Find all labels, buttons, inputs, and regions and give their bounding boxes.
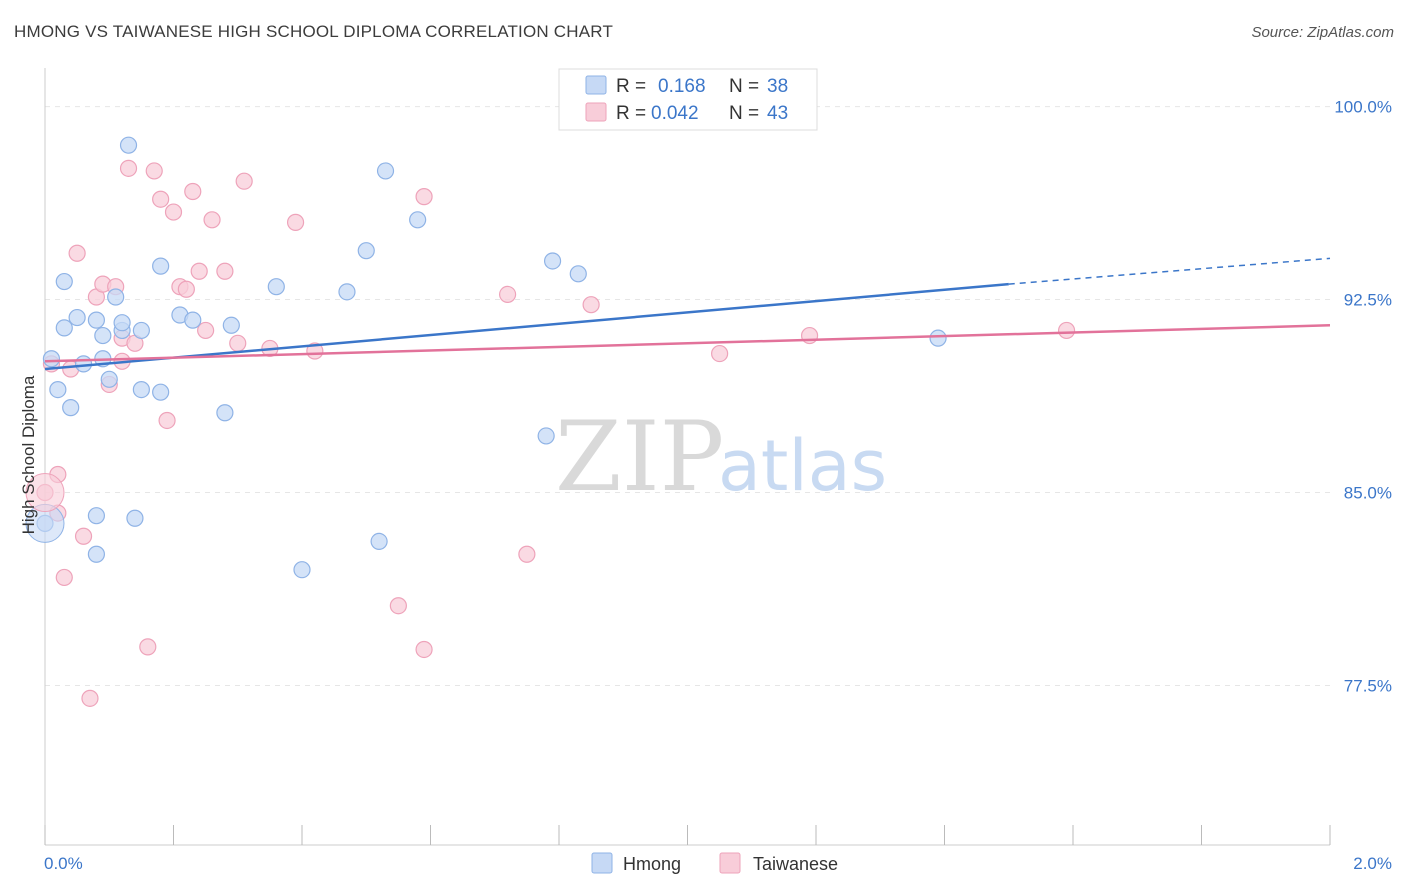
hmong-point: [409, 211, 427, 229]
taiwanese-point: [177, 280, 195, 298]
hmong-point: [543, 252, 562, 270]
legend-swatch-taiwanese: [585, 102, 607, 122]
y-tick-label: 92.5%: [1344, 291, 1392, 310]
hmong-point: [49, 381, 67, 399]
legend-n-value-taiwanese: 43: [767, 103, 788, 124]
taiwanese-point: [68, 244, 86, 262]
y-tick-labels: 100.0% 92.5% 85.0% 77.5%: [1334, 98, 1392, 696]
hmong-point: [132, 381, 150, 399]
legend-n-label-hmong: N =: [729, 76, 759, 97]
hmong-trend-line: [44, 282, 1009, 371]
hmong-point: [107, 288, 125, 306]
taiwanese-point: [235, 172, 253, 190]
hmong-point: [94, 326, 112, 345]
taiwanese-point: [190, 262, 208, 280]
bottom-legend-swatch-hmong: [591, 852, 613, 874]
axes: [44, 68, 1331, 846]
hmong-point: [370, 532, 388, 551]
hmong-point: [293, 561, 311, 579]
edge-cluster-marker: [25, 473, 65, 513]
grid-lines: [45, 106, 1330, 686]
hmong-point: [376, 162, 395, 180]
hmong-point: [222, 316, 240, 334]
taiwanese-point: [711, 344, 729, 363]
taiwanese-point: [184, 182, 202, 201]
watermark-zip: ZIP: [555, 401, 724, 513]
taiwanese-point: [499, 285, 517, 304]
taiwanese-point: [229, 334, 247, 352]
taiwanese-point: [81, 689, 99, 707]
taiwanese-point: [119, 159, 138, 177]
taiwanese-point: [197, 321, 215, 340]
legend-n-value-hmong: 38: [767, 76, 788, 97]
taiwanese-trend-line: [44, 324, 1331, 363]
hmong-point: [100, 370, 118, 388]
y-tick-label: 100.0%: [1334, 98, 1392, 117]
hmong-point: [87, 507, 106, 525]
hmong-point: [119, 136, 138, 154]
hmong-point: [338, 283, 356, 301]
hmong-point: [68, 308, 86, 327]
taiwanese-point: [582, 296, 600, 314]
hmong-point: [537, 427, 555, 445]
hmong-point: [74, 355, 93, 373]
hmong-point: [267, 278, 285, 296]
taiwanese-point: [164, 203, 183, 221]
series-legend: Hmong Taiwanese: [591, 852, 838, 874]
legend-r-label-taiwanese: R =: [616, 103, 646, 124]
legend-r-value-hmong: 0.168: [658, 76, 706, 97]
taiwanese-point: [152, 190, 170, 208]
taiwanese-point: [518, 545, 536, 563]
chart-title: HMONG VS TAIWANESE HIGH SCHOOL DIPLOMA C…: [14, 22, 614, 41]
taiwanese-point: [145, 162, 163, 180]
hmong-point: [357, 242, 375, 260]
legend-r-label-hmong: R =: [616, 76, 646, 97]
taiwanese-point: [1057, 321, 1076, 340]
taiwanese-point: [415, 640, 433, 659]
legend-n-label-taiwanese: N =: [729, 103, 759, 124]
x-tick-label-max: 2.0%: [1353, 854, 1392, 873]
hmong-point: [113, 314, 131, 332]
hmong-point: [87, 545, 106, 563]
taiwanese-point: [158, 411, 176, 430]
bottom-legend-swatch-taiwanese: [719, 852, 741, 874]
hmong-point: [184, 311, 202, 329]
taiwanese-point: [415, 188, 433, 206]
watermark-atlas: atlas: [718, 425, 887, 507]
hmong-point: [929, 329, 947, 347]
y-tick-label: 77.5%: [1344, 676, 1392, 695]
hmong-point: [126, 509, 144, 527]
taiwanese-point: [216, 262, 234, 280]
taiwanese-point: [203, 211, 221, 229]
hmong-point: [152, 383, 170, 401]
hmong-point: [42, 350, 61, 368]
hmong-point: [216, 404, 234, 422]
y-tick-label: 85.0%: [1344, 484, 1392, 503]
hmong-point: [87, 311, 106, 329]
bottom-legend-label-hmong: Hmong: [623, 854, 681, 874]
hmong-point: [569, 265, 587, 283]
hmong-point: [55, 272, 73, 291]
hmong-trend-extension: [1008, 257, 1331, 285]
chart-source: Source: ZipAtlas.com: [1251, 24, 1394, 41]
x-tick-label-min: 0.0%: [44, 854, 83, 873]
taiwanese-point: [74, 527, 93, 545]
taiwanese-point: [286, 213, 305, 231]
legend-swatch-hmong: [585, 75, 607, 95]
taiwanese-point: [139, 638, 157, 656]
hmong-point: [132, 321, 150, 340]
trend-lines: [44, 257, 1331, 371]
taiwanese-point: [389, 597, 407, 615]
bottom-legend-label-taiwanese: Taiwanese: [753, 854, 838, 874]
y-axis-label: High School Diploma: [19, 375, 38, 534]
hmong-point: [55, 319, 73, 337]
hmong-point: [62, 399, 80, 417]
taiwanese-point: [55, 568, 73, 587]
legend-r-value-taiwanese: 0.042: [651, 103, 699, 124]
stats-legend: R = 0.168 N = 38 R = 0.042 N = 43: [558, 68, 818, 131]
hmong-point: [152, 257, 170, 275]
